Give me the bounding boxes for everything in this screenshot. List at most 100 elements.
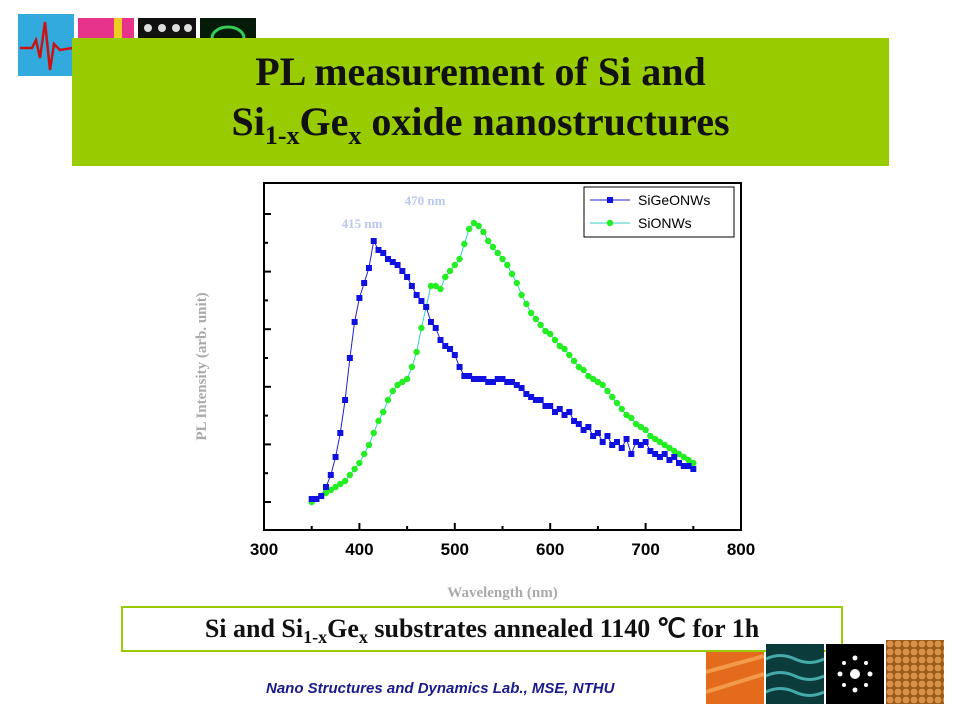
data-point-sigeonws [499,376,506,382]
data-point-sionws [389,387,396,395]
data-point-sigeonws [494,376,501,382]
data-point-sionws [637,423,645,431]
data-point-sigeonws [394,262,401,268]
data-point-sionws [456,255,463,263]
data-point-sigeonws [561,412,568,418]
title-sub-1x: 1-x [264,121,300,150]
data-point-sigeonws [685,463,692,469]
data-point-sionws [523,300,530,308]
data-point-sionws [685,456,692,464]
data-point-sionws [413,348,420,356]
data-point-sigeonws [671,454,678,460]
data-point-sionws [484,237,492,245]
data-point-sigeonws [332,454,339,460]
data-point-sionws [594,378,602,386]
data-point-sionws [527,309,535,317]
series-line-sionws [311,222,694,503]
data-point-sionws [542,327,549,335]
data-point-sionws [461,240,468,248]
orange-thumbnail [706,652,764,704]
data-point-sionws [604,387,611,395]
data-point-sigeonws [652,451,659,457]
diffraction-thumbnail [826,644,884,704]
data-point-sigeonws [470,376,477,382]
data-point-sionws [575,363,583,371]
data-point-sionws [446,267,454,275]
data-point-sigeonws [518,385,525,391]
data-point-sionws [475,222,482,230]
data-point-sigeonws [547,403,554,409]
data-point-sionws [327,486,334,494]
data-point-sionws [585,372,592,380]
data-point-sigeonws [380,250,387,256]
data-point-sionws [518,291,525,299]
data-point-sionws [341,477,349,485]
data-point-sionws [489,243,497,251]
data-point-sigeonws [647,448,654,454]
data-point-sionws [547,330,554,338]
data-point-sionws [642,426,649,434]
data-point-sigeonws [566,409,573,415]
data-point-sionws [356,459,363,467]
data-point-sigeonws [323,484,330,490]
data-point-sigeonws [609,442,616,448]
data-point-sionws [661,441,668,449]
legend-marker-sigeonws [607,197,613,203]
data-point-sigeonws [571,418,578,424]
data-point-sigeonws [661,451,668,457]
data-point-sigeonws [618,445,625,451]
particles-thumbnail [886,640,944,704]
y-axis-label: PL Intensity (arb. unit) [194,292,210,440]
data-point-sigeonws [666,457,673,463]
data-point-sionws [599,381,606,389]
title-sub-x: x [348,121,362,150]
data-point-sigeonws [480,376,487,382]
caption-suffix: substrates annealed 1140 ℃ for 1h [367,614,760,643]
data-point-sionws [499,255,506,263]
data-point-sionws [656,438,664,446]
data-point-sionws [418,324,425,332]
data-point-sigeonws [375,247,382,253]
data-point-sigeonws [528,394,535,400]
peak-annotation: 415 nm [342,216,383,231]
title-ge: Ge [299,99,349,144]
data-point-sigeonws [532,397,539,403]
caption-sub-1x: 1-x [303,627,328,648]
data-point-sionws [680,453,687,461]
title-suffix: oxide nanostructures [361,99,730,144]
data-point-sigeonws [489,379,496,385]
data-point-sionws [494,249,501,257]
data-point-sigeonws [365,265,372,271]
data-point-sigeonws [475,376,482,382]
x-tick-label: 500 [441,540,469,559]
x-tick-label: 300 [250,540,278,559]
data-point-sigeonws [442,343,449,349]
data-point-sigeonws [556,406,563,412]
legend-label-sionws: SiONWs [638,215,692,231]
data-point-sigeonws [370,238,377,244]
data-point-sigeonws [423,304,430,310]
series-line-sigeonws [311,239,694,500]
data-point-sionws [346,471,354,479]
data-point-sionws [566,351,573,359]
caption-ge: Ge [327,614,359,643]
data-point-sigeonws [427,319,434,325]
data-point-sigeonws [404,274,411,280]
data-point-sigeonws [485,379,492,385]
data-point-sigeonws [642,439,649,445]
data-point-sionws [651,435,659,443]
legend-marker-sionws [606,219,614,227]
x-tick-label: 400 [345,540,373,559]
data-point-sionws [399,378,406,386]
footer-lab-name: Nano Structures and Dynamics Lab., MSE, … [266,680,615,697]
data-point-sionws [408,363,416,371]
data-point-sigeonws [675,460,682,466]
data-point-sionws [322,489,330,497]
data-point-sigeonws [389,259,396,265]
data-point-sigeonws [318,493,325,499]
data-point-sionws [351,465,358,473]
data-point-sionws [380,408,387,416]
data-point-sionws [632,420,640,428]
data-point-sigeonws [447,346,454,352]
